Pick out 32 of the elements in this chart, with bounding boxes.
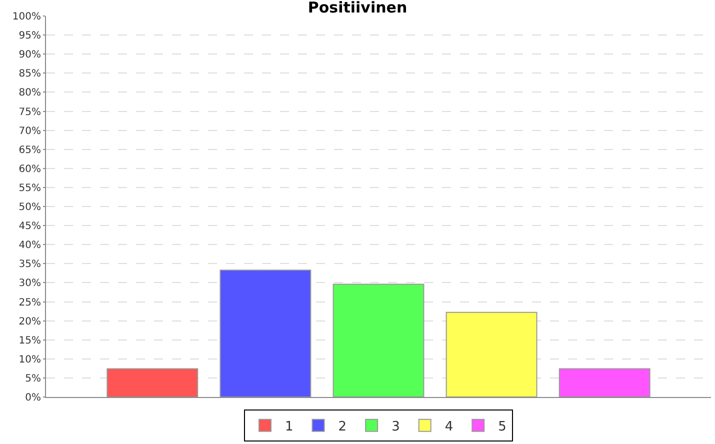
legend-label: 5 xyxy=(498,419,506,434)
legend-label: 2 xyxy=(338,419,347,434)
y-tick-label: 35% xyxy=(18,259,41,270)
chart-title: Positiivinen xyxy=(308,0,408,17)
y-tick-label: 10% xyxy=(18,354,41,366)
y-tick-label: 5% xyxy=(25,373,41,384)
legend-label: 3 xyxy=(392,419,400,434)
y-tick-label: 25% xyxy=(18,297,41,308)
y-tick-label: 30% xyxy=(18,278,41,290)
legend-label: 1 xyxy=(285,419,294,434)
y-tick-label: 85% xyxy=(18,68,41,80)
y-tick-label: 55% xyxy=(18,182,41,194)
y-tick-label: 75% xyxy=(18,106,41,118)
y-tick-label: 90% xyxy=(18,50,41,61)
bar xyxy=(106,368,198,397)
bar xyxy=(446,312,538,397)
y-tick-label: 80% xyxy=(18,88,41,99)
bar xyxy=(332,284,424,397)
y-tick-label: 95% xyxy=(18,30,41,42)
y-tick-label: 60% xyxy=(18,164,41,175)
y-tick-label: 100% xyxy=(12,12,41,22)
y-tick-label: 0% xyxy=(25,392,41,404)
y-tick-label: 70% xyxy=(18,126,41,137)
y-tick-label: 65% xyxy=(18,144,41,156)
bar xyxy=(220,270,312,397)
y-tick-label: 50% xyxy=(18,202,41,213)
legend-label: 4 xyxy=(444,419,454,434)
y-tick-label: 45% xyxy=(18,221,41,232)
bar xyxy=(558,368,650,397)
y-tick-label: 20% xyxy=(18,316,41,328)
y-tick-label: 40% xyxy=(18,240,41,252)
y-tick-label: 15% xyxy=(18,335,41,346)
